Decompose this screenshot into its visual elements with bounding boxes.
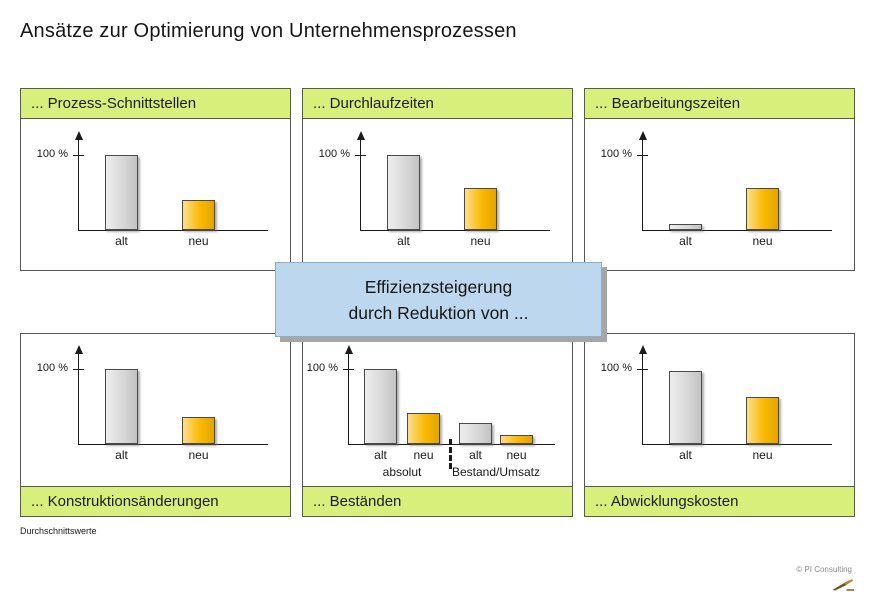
bar-neu-1 [464,188,497,230]
bar-label: alt [469,448,482,462]
panel-title: ... Konstruktionsänderungen [31,493,219,510]
bar-label: alt [679,234,692,248]
y-axis-label: 100 % [36,148,68,160]
bar-chart-konstruktionsaenderungen: 100 % alt neu [21,334,290,485]
bar-neu-1 [407,413,440,444]
bar-neu-1 [182,417,215,444]
bar-label: neu [188,234,209,248]
page-title: Ansätze zur Optimierung von Unternehmens… [20,20,517,42]
y-axis-label: 100 % [600,148,632,160]
footnote: Durchschnittswerte [20,526,97,536]
y-axis-100-tick [637,155,648,156]
bar-label: alt [115,234,128,248]
panel-header-durchlaufzeiten: ... Durchlaufzeiten [303,89,572,119]
bar-label: alt [397,234,410,248]
bar-alt-0 [105,369,138,444]
y-axis-label: 100 % [36,362,68,374]
group-label: absolut [382,465,422,479]
panel-title: ... Prozess-Schnittstellen [31,95,197,112]
bar-label: neu [470,234,491,248]
center-callout: Effizienzsteigerung durch Reduktion von … [275,262,602,337]
x-axis [360,230,550,231]
bar-chart-durchlaufzeiten: 100 % alt neu [303,120,572,270]
bar-alt-0 [105,155,138,230]
group-label: Bestand/Umsatz [451,465,541,479]
x-axis [78,230,268,231]
panel-abwicklungskosten: 100 % alt neu ... Abwicklungskosten [584,333,855,517]
panel-header-bearbeitungszeiten: ... Bearbeitungszeiten [585,89,854,119]
y-axis-arrow-icon [357,131,365,140]
group-divider [449,439,452,469]
bar-label: neu [506,448,527,462]
bar-label: alt [679,448,692,462]
bar-label: neu [188,448,209,462]
x-axis [642,230,832,231]
bar-label: neu [752,234,773,248]
bar-alt-2 [459,423,492,444]
bar-label: neu [752,448,773,462]
bar-alt-0 [669,224,702,230]
y-axis [642,354,643,444]
y-axis [642,140,643,230]
bar-chart-bearbeitungszeiten: 100 % alt neu [585,120,854,270]
y-axis [360,140,361,230]
bar-neu-1 [746,188,779,230]
y-axis-arrow-icon [75,345,83,354]
y-axis-label: 100 % [306,362,338,374]
center-callout-line2: durch Reduktion von ... [348,302,529,323]
bar-chart-abwicklungskosten: 100 % alt neu [585,334,854,485]
y-axis-label: 100 % [600,362,632,374]
y-axis-100-tick [73,369,84,370]
panel-bearbeitungszeiten: ... Bearbeitungszeiten 100 % alt neu [584,88,855,271]
bar-chart-bestaenden: 100 % alt neu alt neu absolut Bestand/Umsatz [303,334,572,485]
y-axis-arrow-icon [639,345,647,354]
y-axis-arrow-icon [345,345,353,354]
bar-label: alt [115,448,128,462]
pi-consulting-logo [832,579,854,591]
center-callout-line1: Effizienzsteigerung [364,276,513,297]
bar-neu-1 [182,200,215,230]
panel-prozess-schnittstellen: ... Prozess-Schnittstellen 100 % alt neu [20,88,291,271]
panel-durchlaufzeiten: ... Durchlaufzeiten 100 % alt neu [302,88,573,271]
y-axis-100-tick [343,369,354,370]
bar-neu-3 [500,435,533,444]
y-axis-100-tick [355,155,366,156]
y-axis-100-tick [73,155,84,156]
y-axis-label: 100 % [318,148,350,160]
bar-alt-0 [669,371,702,444]
y-axis-arrow-icon [639,131,647,140]
panel-title: ... Durchlaufzeiten [313,95,434,112]
panel-title: ... Abwicklungskosten [595,493,739,510]
y-axis-100-tick [637,369,648,370]
y-axis [78,140,79,230]
bar-alt-0 [364,369,397,444]
bar-label: alt [374,448,387,462]
panel-konstruktionsaenderungen: 100 % alt neu ... Konstruktionsänderungen [20,333,291,517]
bar-alt-0 [387,155,420,230]
panel-header-bestaenden: ... Beständen [303,486,572,516]
x-axis [642,444,832,445]
bar-chart-prozess-schnittstellen: 100 % alt neu [21,120,290,270]
panel-title: ... Bearbeitungszeiten [595,95,741,112]
panel-header-abwicklungskosten: ... Abwicklungskosten [585,486,854,516]
copyright: © PI Consulting [796,565,852,574]
panel-title: ... Beständen [313,493,402,510]
y-axis-arrow-icon [75,131,83,140]
y-axis [78,354,79,444]
panel-bestaenden: 100 % alt neu alt neu absolut Bestand/Umsatz .… [302,333,573,517]
y-axis [348,354,349,444]
bar-neu-1 [746,397,779,444]
panel-header-prozess-schnittstellen: ... Prozess-Schnittstellen [21,89,290,119]
bar-label: neu [413,448,434,462]
panel-header-konstruktionsaenderungen: ... Konstruktionsänderungen [21,486,290,516]
x-axis [78,444,268,445]
